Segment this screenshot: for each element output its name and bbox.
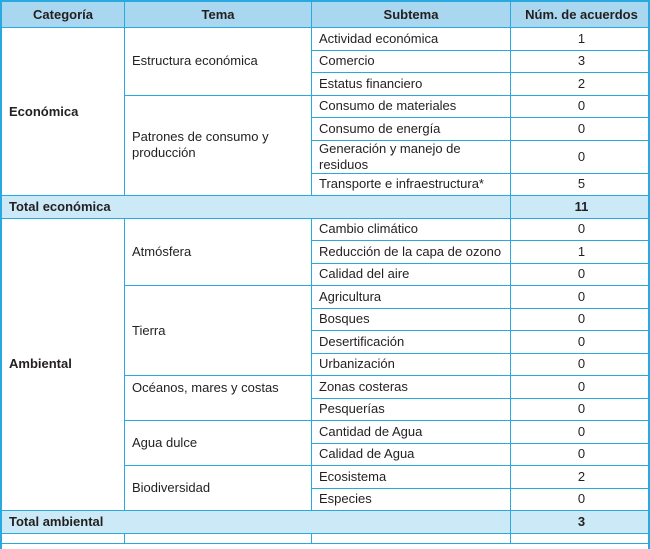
tema-cell: Estructura económica (125, 28, 312, 96)
subtema-cell: Reducción de la capa de ozono (312, 241, 511, 264)
total-value-cell: 11 (511, 196, 648, 219)
table-row: Urbanización 0 (2, 353, 648, 376)
subtema-cell: Bosques (312, 308, 511, 331)
subtema-cell: Estatus financiero (312, 73, 511, 96)
table-row: Bosques 0 (2, 308, 648, 331)
col-header-categoria: Categoría (2, 2, 125, 28)
value-cell: 0 (511, 118, 648, 141)
category-cell: Económica (2, 28, 125, 196)
subtema-cell: Desertificación (312, 331, 511, 354)
table-row: Reducción de la capa de ozono 1 (2, 241, 648, 264)
subtema-cell: Calidad de Agua (312, 443, 511, 466)
subtema-cell: Consumo de materiales (312, 95, 511, 118)
subtema-cell: Actividad económica (312, 28, 511, 51)
total-label-cell: Total ambiental (2, 511, 511, 534)
total-row: Total económica 11 (2, 196, 648, 219)
tema-cell: Patrones de consumo y producción (125, 95, 312, 196)
subtema-cell: Especies (312, 488, 511, 511)
subtema-cell: Pesquerías (312, 398, 511, 421)
table-header: Categoría Tema Subtema Núm. de acuerdos (2, 2, 648, 28)
table-row: Estatus financiero 2 (2, 73, 648, 96)
value-cell: 3 (511, 50, 648, 73)
subtema-cell: Generación y manejo de residuos (312, 140, 511, 174)
value-cell: 2 (511, 73, 648, 96)
table-body: Económica Estructura económica Actividad e… (2, 28, 648, 544)
value-cell: 2 (511, 466, 648, 489)
table-row: Ambiental Atmósfera Cambio climático 0 (2, 218, 648, 511)
total-value-cell: 3 (511, 511, 648, 534)
table-row: Calidad del aire 0 (2, 263, 648, 286)
subtema-cell: Cambio climático (312, 218, 511, 241)
table-row: Comercio 3 (2, 50, 648, 73)
subtema-cell: Zonas costeras (312, 376, 511, 399)
subtema-cell: Agricultura (312, 286, 511, 309)
subtema-cell: Urbanización (312, 353, 511, 376)
value-cell: 0 (511, 421, 648, 444)
subtema-cell: Consumo de energía (312, 118, 511, 141)
col-header-num-acuerdos: Núm. de acuerdos (511, 2, 648, 28)
category-cell: Ambiental (2, 218, 125, 511)
subtema-cell: Ecosistema (312, 466, 511, 489)
table-row: Agua dulce Cantidad de Agua 0 (2, 421, 648, 466)
subtema-cell: Comercio (312, 50, 511, 73)
table-row: Económica Estructura económica Actividad e… (2, 28, 648, 196)
value-cell: 5 (511, 173, 648, 196)
subtema-cell: Calidad del aire (312, 263, 511, 286)
table-row: Desertificación 0 (2, 331, 648, 354)
value-cell: 0 (511, 488, 648, 511)
value-cell: 0 (511, 398, 648, 421)
value-cell: 0 (511, 263, 648, 286)
col-header-subtema: Subtema (312, 2, 511, 28)
value-cell: 0 (511, 376, 648, 399)
tema-cell: Atmósfera (125, 218, 312, 286)
value-cell: 0 (511, 95, 648, 118)
value-cell-empty (511, 533, 648, 544)
subtema-cell: Transporte e infraestructura* (312, 173, 511, 196)
value-cell: 0 (511, 443, 648, 466)
value-cell: 1 (511, 241, 648, 264)
value-cell: 0 (511, 353, 648, 376)
table-row: Pesquerías 0 (2, 398, 648, 421)
table-row: Calidad de Agua 0 (2, 443, 648, 466)
tema-cell: Agua dulce (125, 421, 312, 466)
table-row: Patrones de consumo y producción Consumo … (2, 95, 648, 196)
table-row: Especies 0 (2, 488, 648, 511)
table-row: Biodiversidad Ecosistema 2 (2, 466, 648, 511)
value-cell: 0 (511, 286, 648, 309)
value-cell: 0 (511, 331, 648, 354)
table-row: Océanos, mares y costas Zonas costeras 0 (2, 376, 648, 421)
col-header-tema: Tema (125, 2, 312, 28)
subtema-cell: Cantidad de Agua (312, 421, 511, 444)
category-cell-empty (2, 533, 125, 544)
table-row: Consumo de energía 0 (2, 118, 648, 141)
header-row: Categoría Tema Subtema Núm. de acuerdos (2, 2, 648, 28)
value-cell: 1 (511, 28, 648, 51)
value-cell: 0 (511, 308, 648, 331)
value-cell: 0 (511, 140, 648, 174)
partial-row (2, 533, 648, 544)
tema-cell: Biodiversidad (125, 466, 312, 511)
table-row: Tierra Agricultura 0 (2, 286, 648, 376)
value-cell: 0 (511, 218, 648, 241)
total-row: Total ambiental 3 (2, 511, 648, 534)
table-row: Transporte e infraestructura* 5 (2, 173, 648, 196)
total-label-cell: Total económica (2, 196, 511, 219)
tema-cell: Océanos, mares y costas (125, 376, 312, 421)
table-row: Generación y manejo de residuos 0 (2, 140, 648, 174)
tema-cell: Tierra (125, 286, 312, 376)
tema-cell-empty (125, 533, 312, 544)
subtema-cell-empty (312, 533, 511, 544)
